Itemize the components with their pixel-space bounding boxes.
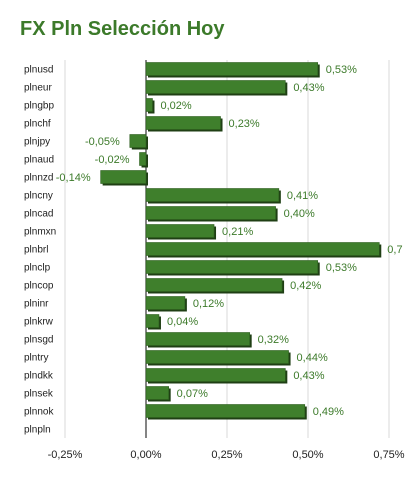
- x-tick-label: -0,25%: [48, 449, 83, 461]
- bar: [145, 224, 215, 238]
- bar: [145, 80, 286, 94]
- value-label: 0,41%: [287, 190, 318, 202]
- value-label: 0,53%: [326, 262, 357, 274]
- value-label: 0,07%: [177, 388, 208, 400]
- category-label: plnpln: [24, 425, 51, 436]
- category-label: plncny: [24, 191, 53, 202]
- x-tick-label: 0,50%: [292, 449, 323, 461]
- bar: [139, 152, 147, 166]
- category-label: plnaud: [24, 155, 54, 166]
- value-label: 0,43%: [293, 82, 324, 94]
- x-tick-label: 0,25%: [211, 449, 242, 461]
- bar: [145, 206, 276, 220]
- bar: [145, 368, 286, 382]
- category-label: plngbp: [24, 101, 54, 112]
- value-label: 0,49%: [313, 406, 344, 418]
- bar: [145, 296, 186, 310]
- category-label: plncop: [24, 281, 54, 292]
- category-label: plntry: [24, 353, 48, 364]
- bar: [129, 134, 147, 148]
- bar: [145, 62, 319, 76]
- value-label: -0,14%: [56, 172, 91, 184]
- value-label: -0,02%: [95, 154, 130, 166]
- category-label: plnchf: [24, 119, 51, 130]
- value-label: 0,7: [387, 244, 402, 256]
- bar: [145, 98, 153, 112]
- value-label: 0,43%: [293, 370, 324, 382]
- value-label: 0,12%: [193, 298, 224, 310]
- bar: [145, 350, 289, 364]
- category-label: plnmxn: [24, 227, 56, 238]
- value-label: 0,53%: [326, 64, 357, 76]
- bar: [145, 260, 319, 274]
- value-label: 0,21%: [222, 226, 253, 238]
- bar: [145, 332, 250, 346]
- value-label: 0,44%: [297, 352, 328, 364]
- category-label: plnnok: [24, 407, 54, 418]
- chart-title: FX Pln Selección Hoy: [20, 18, 225, 40]
- category-label: plnbrl: [24, 245, 48, 256]
- value-label: 0,32%: [258, 334, 289, 346]
- bar: [145, 314, 160, 328]
- value-label: 0,42%: [290, 280, 321, 292]
- category-label: plncad: [24, 209, 53, 220]
- value-label: 0,40%: [284, 208, 315, 220]
- category-label: plnkrw: [24, 317, 54, 328]
- bar: [145, 404, 306, 418]
- value-label: 0,04%: [167, 316, 198, 328]
- bar: [100, 170, 147, 184]
- x-tick-label: 0,00%: [130, 449, 161, 461]
- category-label: plnsek: [24, 389, 54, 400]
- bar: [145, 386, 169, 400]
- category-label: plndkk: [24, 371, 54, 382]
- x-tick-label: 0,75%: [373, 449, 404, 461]
- value-label: 0,02%: [160, 100, 191, 112]
- category-label: plnsgd: [24, 335, 53, 346]
- value-label: -0,05%: [85, 136, 120, 148]
- category-label: plnjpy: [24, 137, 50, 148]
- bar: [145, 116, 221, 130]
- value-label: 0,23%: [229, 118, 260, 130]
- bar: [145, 188, 280, 202]
- category-label: plneur: [24, 83, 52, 94]
- category-label: plninr: [24, 299, 49, 310]
- bar: [145, 242, 380, 256]
- category-label: plnnzd: [24, 173, 53, 184]
- bar: [145, 278, 283, 292]
- category-label: plnusd: [24, 65, 53, 76]
- category-label: plnclp: [24, 263, 51, 274]
